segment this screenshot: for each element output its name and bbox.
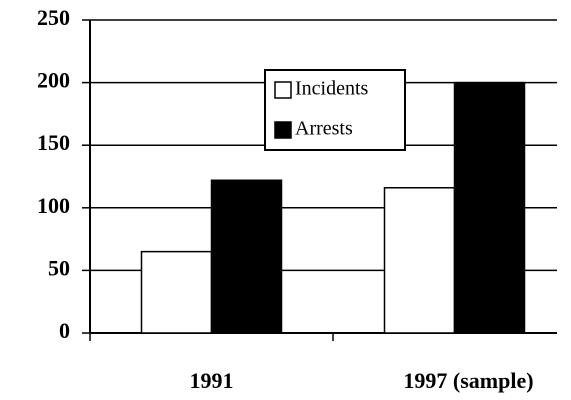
y-tick-label: 250 [37, 5, 70, 30]
y-tick-label: 50 [48, 255, 70, 280]
y-tick-label: 100 [37, 193, 70, 218]
bar [210, 179, 283, 334]
y-tick-label: 200 [37, 68, 70, 93]
y-tick-label: 150 [37, 130, 70, 155]
bar [140, 250, 213, 334]
y-tick-label: 0 [59, 318, 70, 343]
legend-label: Incidents [295, 78, 369, 100]
legend-swatch [274, 121, 292, 139]
bar [453, 81, 526, 334]
x-tick-label: 1997 (sample) [403, 368, 533, 393]
bar [383, 187, 456, 334]
legend-label: Arrests [295, 118, 353, 140]
legend-swatch [274, 81, 292, 99]
x-tick-label: 1991 [190, 368, 234, 393]
